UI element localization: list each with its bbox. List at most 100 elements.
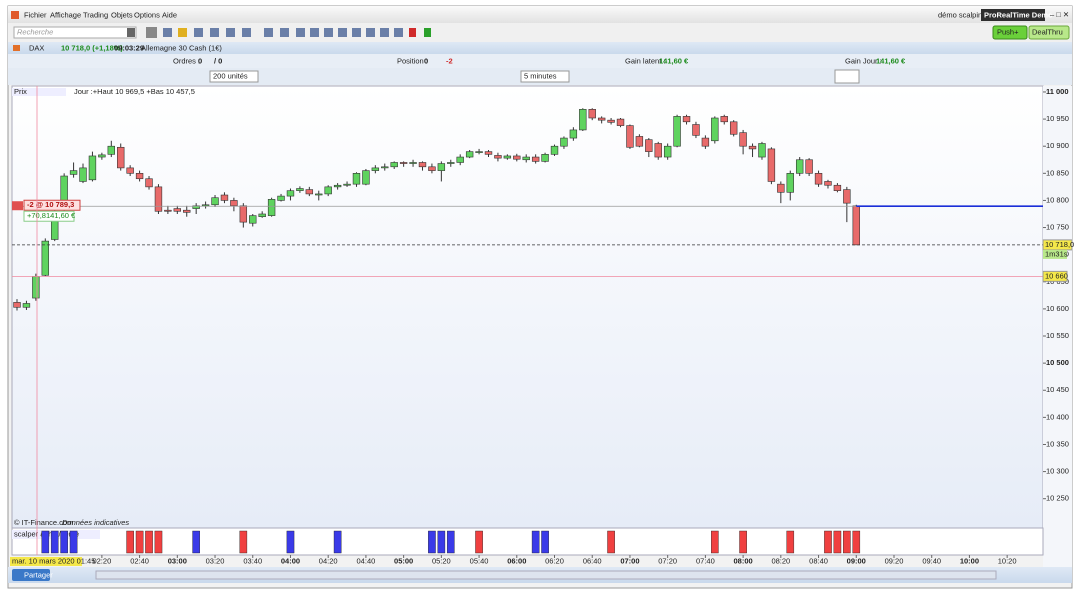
signal-bar [286,530,295,554]
window-controls[interactable]: – □ ✕ [1050,10,1069,19]
candle-body [588,109,596,119]
candle-body [701,137,710,147]
candle-body [513,155,521,160]
candle-body [201,204,210,207]
icon[interactable] [380,28,389,37]
y-tick-label: 10 350 [1046,439,1069,448]
candle-body [748,145,757,150]
candle-body [362,170,370,185]
plot-area [11,85,1044,529]
signal-bar [437,530,446,554]
candle-body [560,137,568,147]
chart-header-box [12,88,66,96]
candle-body [616,118,625,126]
icon[interactable] [146,27,157,38]
candle-body [531,156,540,162]
x-tick-label: 05:20 [432,556,451,565]
candle-body [777,183,785,193]
candle-body [249,215,257,224]
icon[interactable] [366,28,375,37]
menu-item[interactable]: Objets [111,10,133,19]
icon[interactable] [127,28,135,37]
candle-body [286,190,295,197]
icon[interactable] [352,28,361,37]
candle-body [711,117,719,142]
icon[interactable] [264,28,273,37]
icon[interactable] [310,28,319,37]
order-icon [12,201,23,211]
candle-body [154,186,163,212]
icon[interactable] [409,28,416,37]
icon[interactable] [194,28,203,37]
candle-body [437,163,446,171]
menu-item[interactable]: Options [134,10,160,19]
chart-type-select[interactable] [834,69,860,84]
x-tick-label: 09:00 [847,556,866,565]
candle-body [277,195,285,201]
instrument-name: Allemagne 30 Cash (1€) [141,43,222,52]
x-tick-label: 08:20 [771,556,790,565]
candle-body [333,184,342,188]
x-tick-label: 04:40 [357,556,376,565]
units-value: 200 unités [213,71,248,80]
candle-body [843,189,851,204]
menu-item[interactable]: Aide [162,10,177,19]
pnl-box [23,210,75,222]
period-select[interactable] [520,70,570,83]
candle-body [79,167,87,182]
x-tick-label: 05:40 [470,556,489,565]
icon[interactable] [226,28,235,37]
menu-item[interactable]: Fichier [24,10,47,19]
latent-value: 141,60 € [659,56,689,65]
position-qty: -2 [446,56,453,65]
x-tick-label: 08:40 [809,556,828,565]
timer-box [1043,249,1067,259]
candle-body [135,173,144,180]
toolbar-icons[interactable] [127,27,431,38]
candle-body [494,155,502,159]
candle-body [390,162,398,168]
icon[interactable] [424,28,431,37]
scrollbar[interactable] [95,570,997,580]
y-tick-label: 10 950 [1046,114,1069,123]
candle-body [692,124,700,136]
icon[interactable] [210,28,219,37]
icon[interactable] [296,28,305,37]
dealthru-button[interactable] [1028,25,1070,40]
x-tick-label: 09:40 [922,556,941,565]
x-tick-label: 02:20 [92,556,111,565]
candle-body [32,276,40,299]
icon[interactable] [280,28,289,37]
search-box[interactable] [13,26,137,39]
share-button[interactable] [12,569,50,581]
icon[interactable] [163,28,172,37]
icon[interactable] [242,28,251,37]
signal-bar [607,530,615,554]
y-tick-label: 10 750 [1046,223,1069,232]
icon[interactable] [338,28,347,37]
icon[interactable] [324,28,333,37]
candle-body [597,117,606,121]
menu-item[interactable]: Affichage [50,10,81,19]
candle-body [22,303,31,308]
units-select[interactable] [209,70,259,83]
candle-body [673,116,681,147]
search-placeholder: Recherche [17,27,53,36]
candle-body [428,166,436,171]
symbol[interactable]: DAX [29,43,44,52]
x-tick-label: 05:00 [394,556,413,565]
push-button[interactable] [992,25,1028,40]
candle-body [814,173,823,185]
signal-bar [843,530,851,554]
candle-body [145,178,153,188]
icon[interactable] [394,28,403,37]
menu-item[interactable]: Trading [83,10,108,19]
timer-label: 1m31s [1045,249,1068,258]
candle-body [503,155,512,159]
candle-body [220,194,229,201]
y-tick-label: 10 900 [1046,141,1069,150]
x-tick-label: 09:20 [885,556,904,565]
orders-total: / 0 [214,56,222,65]
icon[interactable] [178,28,187,37]
candle-body [164,209,172,212]
